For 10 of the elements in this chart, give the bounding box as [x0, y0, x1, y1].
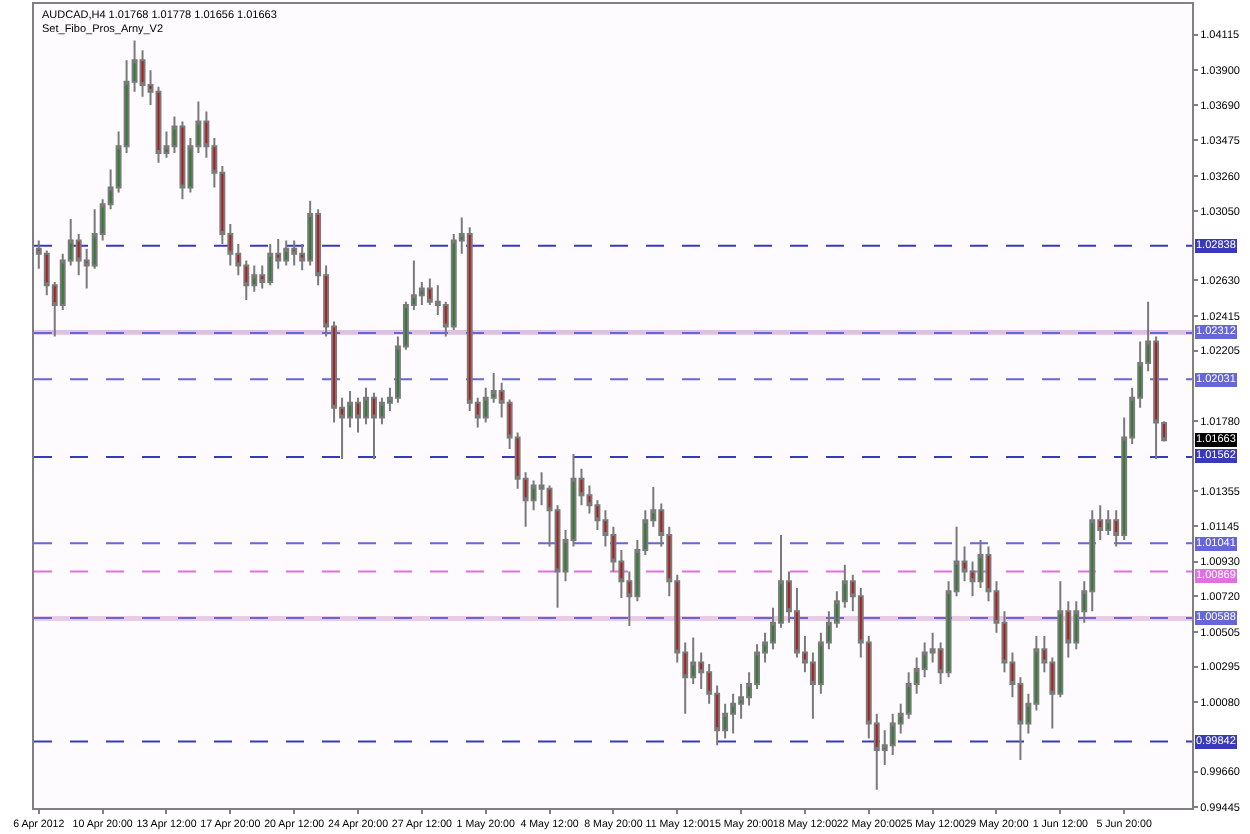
- candlestick: [371, 391, 377, 460]
- candlestick: [179, 120, 186, 201]
- candlestick: [267, 242, 274, 287]
- candlestick: [355, 396, 361, 434]
- candlestick: [730, 692, 737, 735]
- candlestick: [889, 712, 896, 757]
- candlestick: [283, 239, 290, 267]
- candlestick: [251, 264, 258, 293]
- candlestick: [426, 277, 433, 307]
- candlestick: [291, 239, 298, 267]
